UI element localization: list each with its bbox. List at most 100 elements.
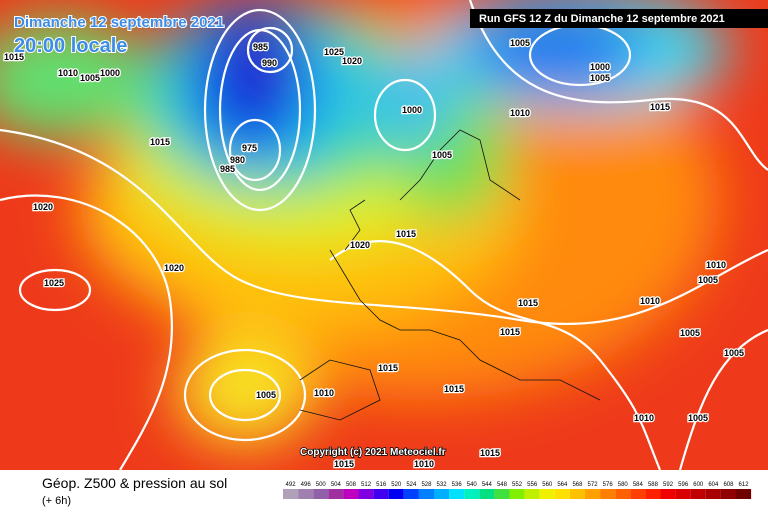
scale-label: 524 bbox=[406, 482, 417, 488]
scale-label: 536 bbox=[452, 482, 463, 488]
isobar-label: 1015 bbox=[150, 137, 170, 147]
isobar-label: 1015 bbox=[650, 102, 670, 112]
footer-title: Géop. Z500 & pression au sol bbox=[42, 475, 227, 491]
isobar-label: 1010 bbox=[414, 459, 434, 469]
scale-label: 500 bbox=[316, 482, 327, 488]
isobar-label: 1005 bbox=[688, 413, 708, 423]
scale-swatch bbox=[736, 489, 752, 499]
isobar-label: 1005 bbox=[590, 73, 610, 83]
isobar-label: 1015 bbox=[518, 298, 538, 308]
isobar-label: 1000 bbox=[100, 68, 120, 78]
isobar-label: 1005 bbox=[432, 150, 452, 160]
scale-label: 612 bbox=[739, 482, 750, 488]
isobar-label: 1005 bbox=[698, 275, 718, 285]
scale-label: 596 bbox=[678, 482, 689, 488]
scale-label: 544 bbox=[482, 482, 493, 488]
isobar-label: 1000 bbox=[402, 105, 422, 115]
isobar-label: 1015 bbox=[500, 327, 520, 337]
isobar-label: 1020 bbox=[33, 202, 53, 212]
scale-label: 576 bbox=[603, 482, 614, 488]
scale-swatch bbox=[388, 489, 404, 499]
scale-swatch bbox=[479, 489, 495, 499]
scale-label: 556 bbox=[527, 482, 538, 488]
isobar-label: 1020 bbox=[164, 263, 184, 273]
scale-swatch bbox=[464, 489, 480, 499]
scale-swatch bbox=[705, 489, 721, 499]
scale-label: 564 bbox=[557, 482, 568, 488]
scale-swatch bbox=[524, 489, 540, 499]
isobar-label: 1005 bbox=[724, 348, 744, 358]
local-time: 20:00 locale bbox=[14, 35, 127, 57]
isobar-label: 1010 bbox=[706, 260, 726, 270]
scale-swatch bbox=[449, 489, 465, 499]
scale-swatch bbox=[585, 489, 601, 499]
scale-swatch bbox=[313, 489, 329, 499]
scale-swatch bbox=[569, 489, 585, 499]
isobar-label: 1010 bbox=[634, 413, 654, 423]
scale-label: 540 bbox=[467, 482, 478, 488]
scale-label: 592 bbox=[663, 482, 674, 488]
scale-swatch bbox=[403, 489, 419, 499]
scale-swatch bbox=[615, 489, 631, 499]
scale-swatch bbox=[539, 489, 555, 499]
scale-label: 600 bbox=[693, 482, 704, 488]
scale-swatch bbox=[554, 489, 570, 499]
scale-swatch bbox=[434, 489, 450, 499]
isobar-label: 1015 bbox=[480, 448, 500, 458]
isobar-label: 1020 bbox=[342, 56, 362, 66]
scale-label: 568 bbox=[572, 482, 583, 488]
scale-label: 588 bbox=[648, 482, 659, 488]
scale-swatch bbox=[720, 489, 736, 499]
isobar-label: 1010 bbox=[58, 68, 78, 78]
isobar-label: 1005 bbox=[256, 390, 276, 400]
isobar-label: 1020 bbox=[350, 240, 370, 250]
isobar-label: 980 bbox=[230, 155, 245, 165]
scale-label: 516 bbox=[376, 482, 387, 488]
scale-label: 508 bbox=[346, 482, 357, 488]
scale-swatch bbox=[600, 489, 616, 499]
scale-label: 608 bbox=[723, 482, 734, 488]
coastlines bbox=[299, 129, 601, 421]
isobar-label: 1010 bbox=[510, 108, 530, 118]
isobar-label: 990 bbox=[262, 58, 277, 68]
scale-swatch bbox=[630, 489, 646, 499]
color-scale: 492 496 500 504 508 512 516 520 524 528 532 536 540 5… bbox=[283, 482, 752, 499]
scale-swatch bbox=[509, 489, 525, 499]
scale-swatch bbox=[358, 489, 374, 499]
scale-label: 552 bbox=[512, 482, 523, 488]
scale-label: 504 bbox=[331, 482, 342, 488]
scale-label: 560 bbox=[542, 482, 553, 488]
scale-swatch bbox=[343, 489, 359, 499]
isobar-label: 1015 bbox=[396, 229, 416, 239]
scale-label: 520 bbox=[391, 482, 402, 488]
scale-label: 584 bbox=[633, 482, 644, 488]
scale-label: 532 bbox=[437, 482, 448, 488]
run-info: Run GFS 12 Z du Dimanche 12 septembre 20… bbox=[479, 13, 725, 25]
isobar-label: 985 bbox=[253, 42, 268, 52]
isobar-label: 1025 bbox=[324, 47, 344, 57]
isobar-label: 975 bbox=[242, 143, 257, 153]
scale-label: 580 bbox=[618, 482, 629, 488]
isobar-label: 1010 bbox=[314, 388, 334, 398]
scale-swatch bbox=[328, 489, 344, 499]
run-box bbox=[470, 9, 768, 28]
scale-label: 492 bbox=[286, 482, 297, 488]
copyright: Copyright (c) 2021 Meteociel.fr bbox=[300, 447, 446, 458]
scale-swatch bbox=[645, 489, 661, 499]
scale-label: 548 bbox=[497, 482, 508, 488]
isobar-label: 1005 bbox=[80, 73, 100, 83]
isobar-label: 1010 bbox=[640, 296, 660, 306]
scale-swatch bbox=[675, 489, 691, 499]
isobar-label: 1005 bbox=[680, 328, 700, 338]
scale-swatch bbox=[690, 489, 706, 499]
scale-label: 572 bbox=[588, 482, 599, 488]
scale-label: 512 bbox=[361, 482, 372, 488]
lead-time: (+ 6h) bbox=[42, 495, 71, 507]
isobar-label: 1000 bbox=[590, 62, 610, 72]
isobar-label: 1015 bbox=[378, 363, 398, 373]
scale-swatch bbox=[298, 489, 314, 499]
isobars bbox=[0, 0, 768, 471]
date: Dimanche 12 septembre 2021 bbox=[14, 14, 224, 31]
